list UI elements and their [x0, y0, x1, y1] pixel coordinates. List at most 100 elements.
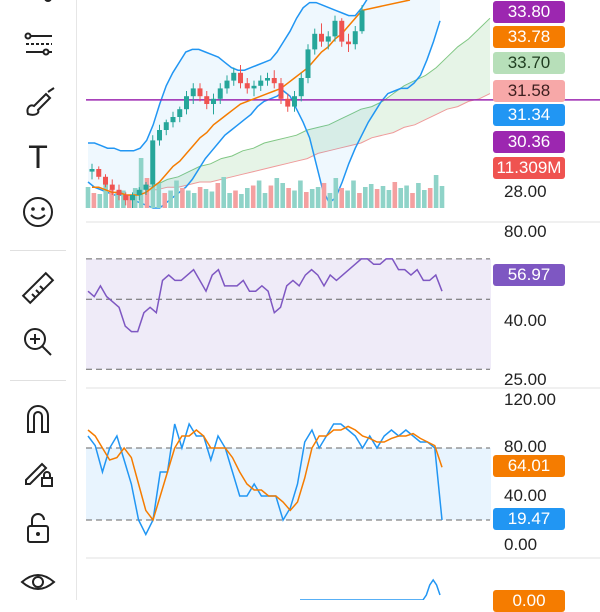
- volume-bar: [115, 193, 120, 208]
- candle-body: [89, 169, 95, 172]
- volume-bar: [221, 177, 226, 208]
- volume-bar: [103, 180, 108, 208]
- zoom-tool[interactable]: [14, 322, 62, 362]
- candle-body: [150, 140, 156, 185]
- candle-body: [312, 33, 318, 50]
- price-label: 33.80: [493, 1, 565, 23]
- volume-bar: [203, 189, 209, 208]
- candle-body: [136, 189, 142, 195]
- candle-body: [103, 176, 108, 185]
- volume-bar: [380, 186, 386, 208]
- volume-bar: [339, 188, 344, 208]
- brush-tool[interactable]: [14, 82, 62, 122]
- cloud-span-a: [145, 17, 491, 188]
- volume-bar: [280, 183, 285, 208]
- candle-body: [285, 98, 291, 107]
- volume-bar: [256, 180, 262, 208]
- candle-body: [339, 20, 345, 42]
- volume-bar: [386, 190, 392, 208]
- candle-body: [238, 72, 243, 84]
- volume-bar: [233, 190, 238, 208]
- volume-bar: [85, 187, 91, 208]
- lock-drawing-tool[interactable]: [14, 452, 62, 492]
- trend-line-tool[interactable]: [14, 0, 62, 22]
- visibility-tool[interactable]: [14, 562, 62, 602]
- volume-bar: [144, 178, 150, 208]
- unlock-tool[interactable]: [14, 508, 62, 548]
- volume-bar: [127, 195, 132, 208]
- trend-line-icon: [44, 0, 52, 2]
- volume-bar: [292, 190, 297, 208]
- rsi-axis-tick: 40.00: [504, 311, 547, 330]
- ichimoku-cloud: [146, 18, 490, 190]
- emoji-tool[interactable]: [14, 192, 62, 232]
- candle-body: [177, 109, 183, 117]
- candle-body: [170, 117, 176, 123]
- volume-bar: [357, 193, 362, 208]
- volume-bar: [315, 187, 321, 208]
- volume-bar: [150, 185, 156, 208]
- text-tool[interactable]: T: [14, 136, 62, 176]
- volume-bar: [309, 189, 315, 208]
- candle-body: [211, 98, 216, 104]
- fib-levels-tool[interactable]: [14, 24, 62, 64]
- candle-body: [292, 96, 297, 107]
- volume-bar: [410, 193, 415, 208]
- volume-bar: [186, 190, 191, 208]
- volume-bar: [327, 193, 333, 208]
- zoom-in-icon: [24, 328, 52, 356]
- volume-bar: [174, 180, 179, 208]
- volume-bar: [268, 185, 274, 208]
- toolbar-separator: [10, 380, 66, 381]
- candle-body: [130, 195, 135, 201]
- toolbar-separator: [10, 250, 66, 251]
- price-label: 30.36: [493, 131, 565, 153]
- stoch-k-line: [87, 422, 443, 537]
- candle-body: [231, 72, 237, 81]
- volume-bar: [304, 192, 309, 208]
- volume-bar: [168, 190, 173, 208]
- stoch-axis-tick: 80.00: [504, 437, 547, 456]
- candle-body: [197, 88, 203, 97]
- volume-bar: [245, 188, 250, 208]
- volume-bar: [215, 183, 221, 208]
- candle-body: [251, 85, 257, 89]
- candle-body: [271, 78, 277, 84]
- magnet-tool[interactable]: [14, 398, 62, 438]
- candle-body: [143, 184, 149, 190]
- volume-bar: [197, 187, 203, 208]
- volume-bar: [333, 178, 339, 208]
- candle-body: [258, 80, 264, 86]
- svg-text:T: T: [28, 139, 48, 175]
- volume-bar: [422, 190, 427, 208]
- volume-bar: [209, 191, 215, 208]
- price-axis-tick: 28.00: [504, 182, 547, 201]
- candle-body: [116, 189, 122, 195]
- volume-bar: [368, 184, 374, 208]
- eye-icon: [20, 574, 56, 590]
- volume-bar: [180, 188, 185, 208]
- stoch-k-value-label: 19.47: [493, 508, 565, 530]
- volume-bar: [262, 193, 268, 208]
- volume-bar: [439, 186, 445, 208]
- rsi-line: [87, 258, 443, 333]
- volume-bar: [250, 185, 256, 208]
- volume-bar: [156, 183, 162, 208]
- candle-body: [204, 96, 210, 104]
- volume-bar: [132, 188, 138, 208]
- ruler-tool[interactable]: [14, 268, 62, 308]
- price-label: 31.58: [493, 80, 565, 102]
- volume-bar: [227, 193, 232, 208]
- candle-body: [346, 41, 351, 45]
- candle-body: [298, 78, 304, 97]
- candle-body: [278, 83, 284, 99]
- candle-body: [109, 184, 115, 190]
- unlock-icon: [27, 513, 49, 543]
- candle-body: [352, 31, 358, 45]
- volume-bar: [321, 183, 327, 208]
- rsi-band-fill: [86, 258, 491, 300]
- rsi-value-label: 56.97: [493, 264, 565, 286]
- candle-body: [96, 169, 102, 177]
- volume-bar: [162, 193, 167, 208]
